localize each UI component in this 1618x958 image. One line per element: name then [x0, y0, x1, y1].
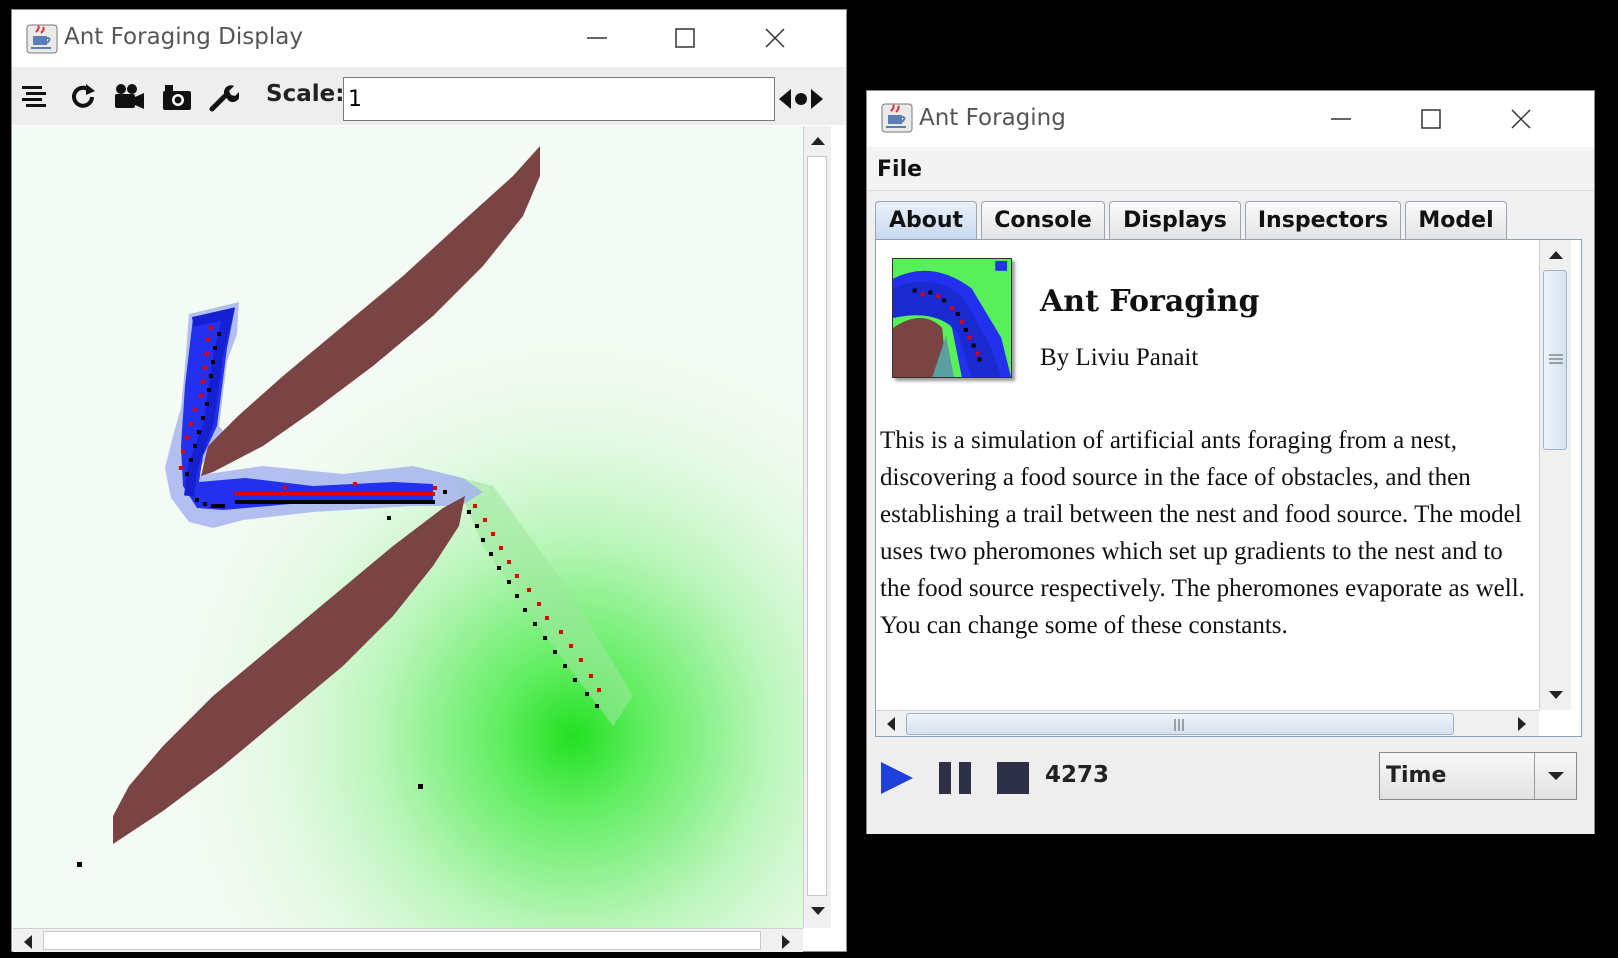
movie-camera-icon[interactable]: [112, 81, 146, 113]
time-mode-select[interactable]: Time: [1379, 752, 1577, 800]
foraging-window: Ant Foraging File About Console Displays…: [866, 90, 1595, 834]
tab-model[interactable]: Model: [1405, 201, 1507, 239]
layers-icon[interactable]: [18, 81, 52, 113]
ant-trail-left: [179, 326, 213, 470]
foraging-titlebar[interactable]: Ant Foraging: [867, 91, 1594, 147]
home-pheromone-halo: [165, 302, 483, 528]
chevron-down-icon[interactable]: [1534, 753, 1576, 799]
play-button[interactable]: [877, 758, 917, 798]
java-app-icon: [881, 103, 913, 133]
scale-input[interactable]: [343, 77, 775, 121]
step-count: 4273: [1045, 762, 1110, 788]
about-author: By Liviu Panait: [1040, 344, 1199, 371]
menu-bar: File: [867, 147, 1594, 191]
scroll-right-icon[interactable]: [1509, 711, 1535, 736]
about-vertical-scrollbar[interactable]: [1539, 240, 1571, 710]
about-panel: Ant Foraging By Liviu Panait This is a s…: [875, 239, 1582, 737]
java-app-icon: [26, 24, 58, 54]
lower-obstacle: [113, 496, 465, 844]
close-button[interactable]: [1501, 101, 1541, 137]
display-horizontal-scrollbar[interactable]: [13, 928, 803, 952]
wrench-icon[interactable]: [206, 81, 240, 113]
window-title: Ant Foraging Display: [64, 24, 303, 50]
ant-field-canvas[interactable]: [13, 126, 803, 928]
horizontal-scroll-thumb[interactable]: [43, 931, 761, 950]
horizontal-scroll-thumb[interactable]: [906, 713, 1454, 735]
scroll-left-icon[interactable]: [15, 929, 41, 955]
maximize-button[interactable]: [1411, 101, 1451, 137]
tab-inspectors[interactable]: Inspectors: [1245, 201, 1401, 239]
upper-obstacle: [201, 146, 540, 476]
display-window: Ant Foraging Display Scale:: [11, 9, 847, 952]
simulation-controls: 4273 Time: [867, 746, 1594, 834]
zoom-arrows-icon[interactable]: [776, 83, 826, 115]
scroll-up-icon[interactable]: [805, 128, 831, 154]
ant-trail-center: [211, 482, 447, 508]
scale-label: Scale:: [266, 81, 345, 107]
stop-button[interactable]: [993, 758, 1033, 798]
menu-file[interactable]: File: [877, 157, 923, 182]
pause-button[interactable]: [935, 758, 975, 798]
vertical-scroll-thumb[interactable]: [807, 156, 827, 896]
snapshot-camera-icon[interactable]: [160, 81, 194, 113]
ant-trail-right: [473, 504, 601, 692]
tab-about[interactable]: About: [875, 201, 977, 239]
about-horizontal-scrollbar[interactable]: [876, 710, 1539, 736]
ant-foraging-thumbnail: [892, 258, 1012, 378]
display-vertical-scrollbar[interactable]: [803, 126, 831, 928]
tab-console[interactable]: Console: [981, 201, 1105, 239]
minimize-button[interactable]: [577, 20, 617, 56]
scroll-right-icon[interactable]: [773, 929, 799, 955]
home-pheromone-trail: [181, 308, 433, 510]
tab-displays[interactable]: Displays: [1109, 201, 1241, 239]
about-description: This is a simulation of artificial ants …: [880, 427, 1525, 639]
refresh-icon[interactable]: [66, 81, 100, 113]
minimize-button[interactable]: [1321, 101, 1361, 137]
about-scroll-content: Ant Foraging By Liviu Panait This is a s…: [876, 240, 1538, 710]
scroll-down-icon[interactable]: [805, 898, 831, 924]
window-title: Ant Foraging: [919, 105, 1066, 131]
scroll-up-icon[interactable]: [1543, 242, 1569, 268]
ant-field-svg: [13, 126, 803, 928]
close-button[interactable]: [755, 20, 795, 56]
display-titlebar[interactable]: Ant Foraging Display: [12, 10, 846, 66]
about-title: Ant Foraging: [1040, 284, 1260, 319]
display-toolbar: Scale:: [12, 67, 846, 125]
maximize-button[interactable]: [665, 20, 705, 56]
scroll-down-icon[interactable]: [1543, 682, 1569, 708]
scroll-left-icon[interactable]: [878, 711, 904, 736]
time-mode-value: Time: [1386, 763, 1447, 788]
vertical-scroll-thumb[interactable]: [1543, 270, 1567, 450]
